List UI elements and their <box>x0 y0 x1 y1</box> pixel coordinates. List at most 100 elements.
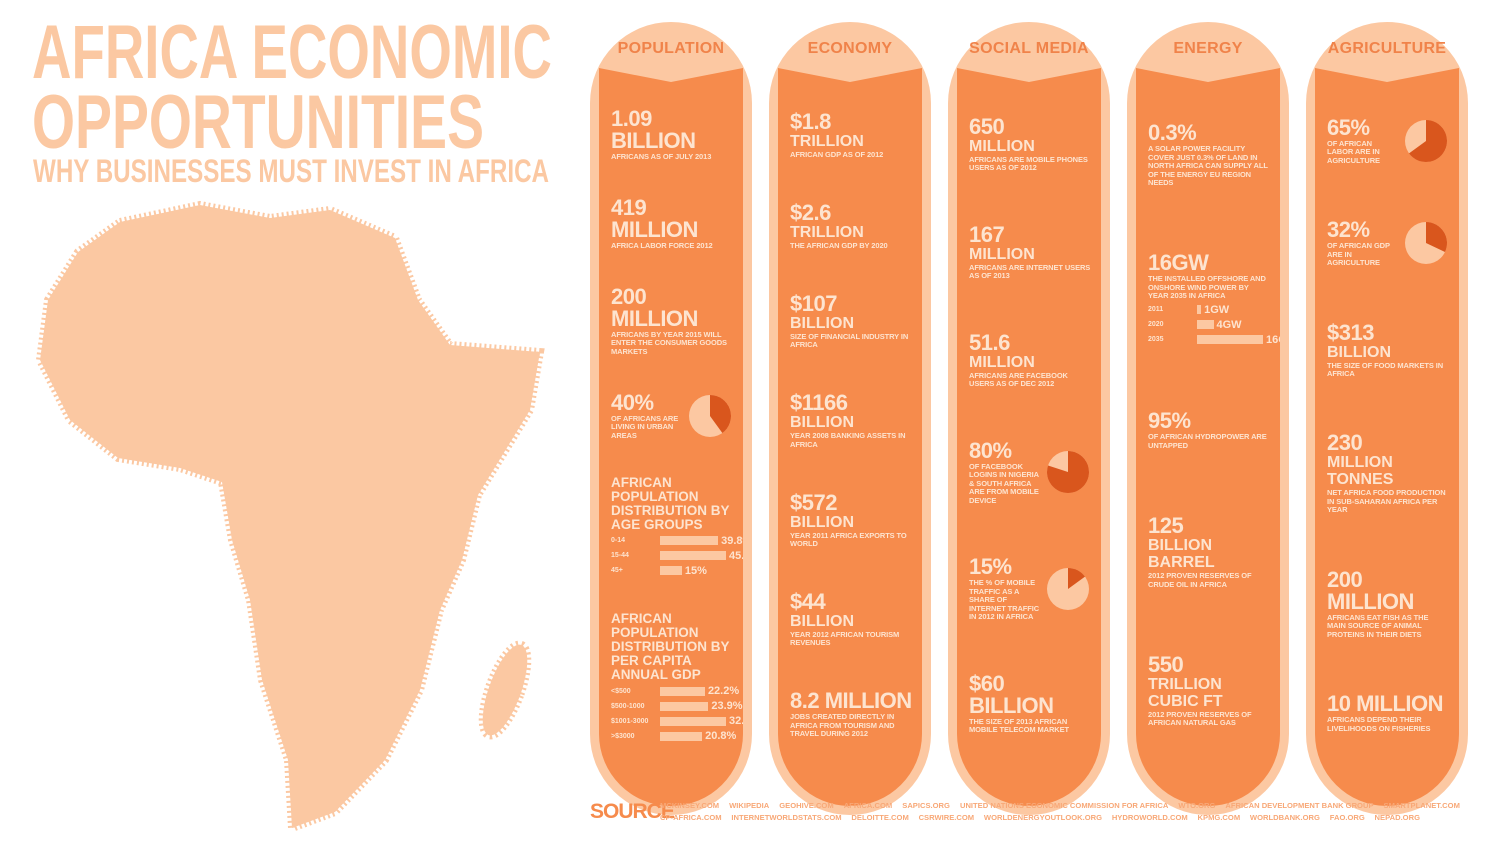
pie-slice <box>1068 567 1085 589</box>
source-item: WTO.ORG <box>1178 801 1216 810</box>
stat-note: AFRICANS ARE INTERNET USERS AS OF 2013 <box>969 262 1091 280</box>
stat: $44 BILLION YEAR 2012 AFRICAN TOURISM REVE… <box>790 590 912 648</box>
stat-value: 95% <box>1148 408 1191 434</box>
stat: 40% OF AFRICANS ARE LIVING IN URBAN AREAS <box>611 389 733 441</box>
stat-unit: BILLION <box>790 314 854 332</box>
bar-value: 45.2% <box>729 549 761 562</box>
bar-value: 23.9% <box>711 700 743 713</box>
source-item: WIKIPEDIA <box>729 801 770 810</box>
stat-note: THE INSTALLED OFFSHORE AND ONSHORE WIND … <box>1148 274 1266 301</box>
stat-value: $2.6 <box>790 200 831 226</box>
bar <box>660 716 726 726</box>
column: ECONOMY $1.8 TRILLION AFRICAN GDP AS OF 201… <box>769 22 931 815</box>
stat: $313 BILLION THE SIZE OF FOOD MARKETS IN A… <box>1327 319 1449 379</box>
stat-value: $1.8 <box>790 109 831 135</box>
stat-value: 51.6 <box>969 329 1010 355</box>
stat-unit: TRILLION <box>790 133 864 151</box>
source-item: AFRICA.COM <box>843 801 893 810</box>
stat: 51.6 MILLION AFRICANS ARE FACEBOOK USERS A… <box>969 329 1091 389</box>
stat-value: $60 BILLION <box>969 670 1054 718</box>
stat-note: OF AFRICAN LABOR ARE IN AGRICULTURE <box>1327 138 1380 165</box>
bar-row: 15-44 45.2% <box>611 550 743 562</box>
stat: 167 MILLION AFRICANS ARE INTERNET USERS AS… <box>969 221 1091 281</box>
bar <box>660 701 709 711</box>
stat-value: 40% <box>611 389 654 415</box>
stat: 230 MILLION TONNES NET AFRICA FOOD PRODUCT… <box>1327 432 1449 515</box>
pie-slice <box>1426 222 1447 253</box>
stat-unit: MILLION <box>969 353 1035 371</box>
stat-note: AFRICANS AS OF JULY 2013 <box>611 151 712 161</box>
stat-note: SIZE OF FINANCIAL INDUSTRY IN AFRICA <box>790 331 909 350</box>
bar-label: 2035 <box>1148 336 1164 344</box>
stat-value: 125 <box>1148 513 1184 539</box>
bar-row: $1001-3000 32.6% <box>611 715 743 727</box>
stat: $1.8 TRILLION AFRICAN GDP AS OF 2012 <box>790 111 912 160</box>
stat: AFRICAN POPULATION DISTRIBUTION BY PER C… <box>611 612 743 743</box>
stat: $572 BILLION YEAR 2011 AFRICA EXPORTS TO W… <box>790 489 912 549</box>
source-item: HYDROWORLD.COM <box>1111 813 1188 822</box>
bar-label: <$500 <box>611 687 631 695</box>
pie-slice <box>710 395 731 433</box>
bar-label: >$3000 <box>611 732 635 740</box>
stat-heading: AFRICAN POPULATION DISTRIBUTION BY AGE G… <box>611 474 730 532</box>
stat-note: JOBS CREATED DIRECTLY IN AFRICA FROM TOU… <box>790 712 895 739</box>
bar-value: 15% <box>684 564 707 577</box>
stat-value: 0.3% <box>1148 120 1197 146</box>
pie <box>1047 567 1089 610</box>
stat-text: 80% OF FACEBOOK LOGINS IN NIGERIA & SOUTH… <box>969 439 1041 506</box>
stat-note: AFRICANS ARE FACEBOOK USERS AS OF DEC 20… <box>969 370 1068 388</box>
stat: 65% OF AFRICAN LABOR ARE IN AGRICULTURE <box>1327 114 1449 166</box>
bar-label: 0-14 <box>611 537 626 545</box>
bar <box>1197 335 1263 345</box>
column-title: POPULATION <box>617 40 725 57</box>
stat-text: 32% OF AFRICAN GDP ARE IN AGRICULTURE <box>1327 219 1399 268</box>
column: AGRICULTURE 65% OF AFRICAN LABOR ARE IN AG… <box>1306 22 1468 815</box>
bar-value: 22.2% <box>707 685 740 698</box>
stat-note: AFRICANS BY YEAR 2015 WILL ENTER THE CON… <box>611 329 727 356</box>
stat-text: 40% OF AFRICANS ARE LIVING IN URBAN AREAS <box>611 389 683 441</box>
stat-note: 2012 PROVEN RESERVES OF CRUDE OIL IN AFR… <box>1148 571 1252 589</box>
left-panel: AFRICA ECONOMIC OPPORTUNITIES WHY BUSINE… <box>32 10 552 834</box>
source-item: NEPAD.ORG <box>1374 813 1420 822</box>
stat: 32% OF AFRICAN GDP ARE IN AGRICULTURE <box>1327 219 1449 268</box>
column-body: 1.09 BILLION AFRICANS AS OF JULY 2013 419 … <box>599 68 743 806</box>
stat-note: YEAR 2011 AFRICA EXPORTS TO WORLD <box>790 530 907 549</box>
stat-value: 10 MILLION <box>1327 691 1444 717</box>
bar-value: 4GW <box>1216 318 1242 331</box>
bar-label: 15-44 <box>611 552 629 560</box>
column: SOCIAL MEDIA 650 MILLION AFRICANS ARE MOBIL… <box>948 22 1110 815</box>
source-item: MCKINSEY.COM <box>660 801 720 810</box>
column-body: 650 MILLION AFRICANS ARE MOBILE PHONES USE… <box>957 68 1101 806</box>
bar-row: >$3000 20.8% <box>611 730 736 742</box>
stat-value: $1166 <box>790 390 848 416</box>
stat-row: 15% THE % OF MOBILE TRAFFIC AS A SHARE OF… <box>969 556 1091 622</box>
stat-unit: TRILLION CUBIC FT <box>1148 675 1223 710</box>
stat: 15% THE % OF MOBILE TRAFFIC AS A SHARE OF… <box>969 556 1091 622</box>
source-line: CP-AFRICA.COM INTERNETWORLDSTATS.COM DELOI… <box>660 813 1420 822</box>
bar <box>660 731 703 741</box>
bar-value: 1GW <box>1204 303 1230 316</box>
bar <box>1197 305 1202 315</box>
bar <box>660 566 682 576</box>
column-body: $1.8 TRILLION AFRICAN GDP AS OF 2012 $2.6 TR… <box>778 68 922 806</box>
source-item: UNITED NATIONS ECONOMIC COMMISSION FOR A… <box>959 801 1169 810</box>
stat-text: 15% THE % OF MOBILE TRAFFIC AS A SHARE OF… <box>969 556 1041 622</box>
stat-value: 65% <box>1327 114 1370 140</box>
bar-row: $500-1000 23.9% <box>611 700 743 712</box>
source-item: DELOITTE.COM <box>851 813 909 822</box>
stat-value: 419 MILLION <box>611 194 698 242</box>
stat-text: 65% OF AFRICAN LABOR ARE IN AGRICULTURE <box>1327 114 1399 166</box>
column-body: 65% OF AFRICAN LABOR ARE IN AGRICULTURE 32… <box>1315 68 1459 806</box>
stat-unit: MILLION TONNES <box>1327 454 1394 489</box>
stat: 1.09 BILLION AFRICANS AS OF JULY 2013 <box>611 107 733 162</box>
stat-value: 16GW <box>1148 250 1209 276</box>
stat: 0.3% A SOLAR POWER FACILITY COVER JUST 0.… <box>1148 122 1270 188</box>
bar-label: $1001-3000 <box>611 717 649 725</box>
stat-unit: MILLION <box>969 245 1035 263</box>
stat-value: $313 <box>1327 319 1374 345</box>
source-item: GEOHIVE.COM <box>779 801 834 810</box>
stat-value: $572 <box>790 489 837 515</box>
stat-row: 65% OF AFRICAN LABOR ARE IN AGRICULTURE <box>1327 114 1449 166</box>
stat-value: 167 <box>969 221 1005 247</box>
